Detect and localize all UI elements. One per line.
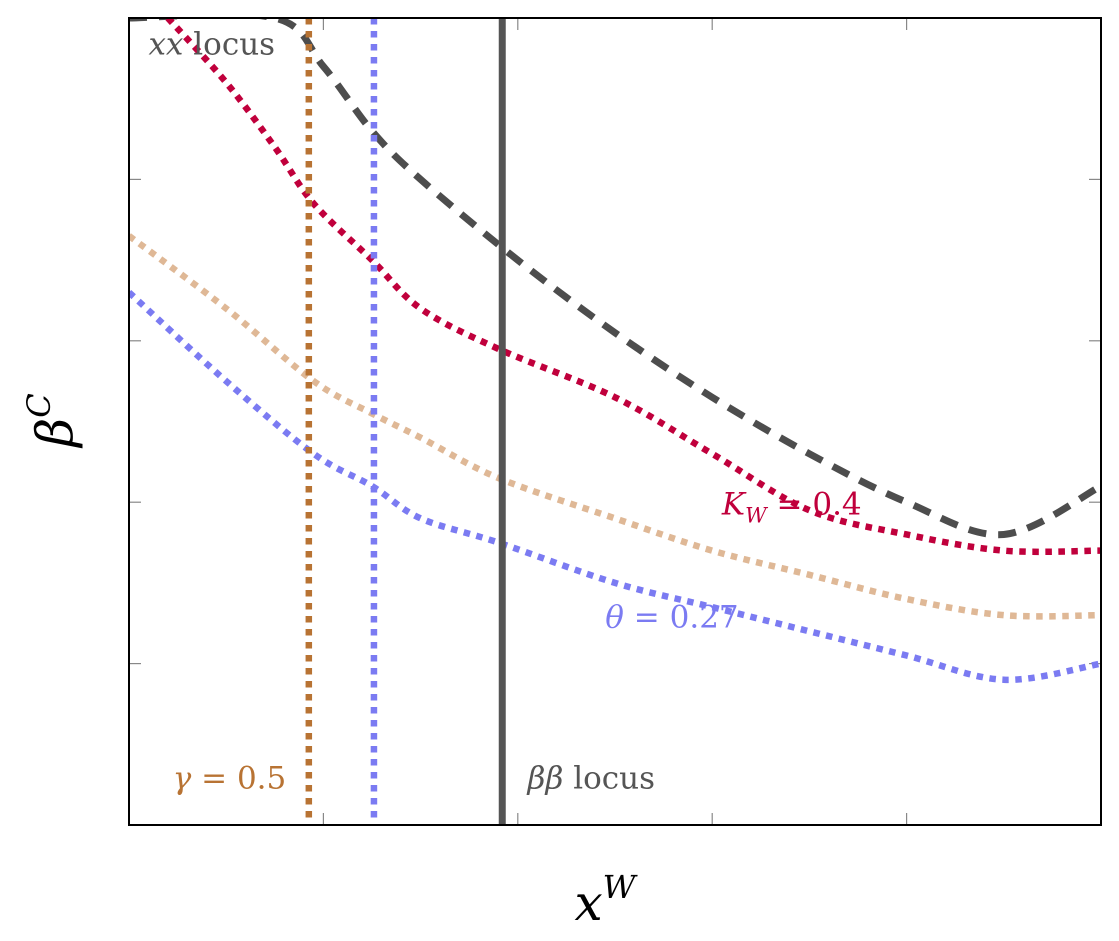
annotation-bb: ββ locus: [527, 761, 656, 797]
y-axis-label-base: β: [26, 418, 84, 449]
annotation-bb-value: locus: [563, 761, 655, 797]
annotation-theta-symbol: θ: [605, 599, 624, 635]
annotation-xx-symbol: xx: [148, 26, 183, 62]
annotation-kw-value: = 0.4: [767, 486, 862, 522]
annotation-kw: KW = 0.4: [721, 486, 862, 527]
plot-frame: [128, 17, 1102, 826]
plot-series: [129, 18, 1101, 825]
annotation-theta-value: = 0.27: [624, 599, 739, 635]
annotation-kw-symbol: K: [721, 486, 747, 522]
annotation-kw-subscript: W: [745, 503, 769, 527]
annotation-xx: xx locus: [148, 26, 275, 62]
axis-ticks: [129, 18, 1101, 825]
annotation-bb-symbol: ββ: [527, 761, 564, 797]
series-line-2: [129, 233, 1101, 620]
y-axis-label: βC: [20, 393, 84, 448]
series-line-1: [165, 18, 1101, 556]
annotation-gamma: γ = 0.5: [173, 761, 287, 797]
x-axis-label-base: x: [574, 874, 602, 932]
series-line-3: [129, 289, 1101, 683]
x-axis-label: xW: [574, 868, 638, 932]
series-line-0: [129, 18, 1101, 539]
annotation-theta: θ = 0.27: [605, 599, 738, 635]
annotation-gamma-symbol: γ: [173, 761, 192, 797]
annotations: xx locus KW = 0.4 θ = 0.27 γ = 0.5 ββ locus: [148, 26, 861, 796]
y-axis-label-sup: C: [20, 393, 58, 417]
x-axis-label-sup: W: [603, 868, 639, 906]
annotation-xx-value: locus: [183, 26, 275, 62]
annotation-gamma-value: = 0.5: [191, 761, 286, 797]
